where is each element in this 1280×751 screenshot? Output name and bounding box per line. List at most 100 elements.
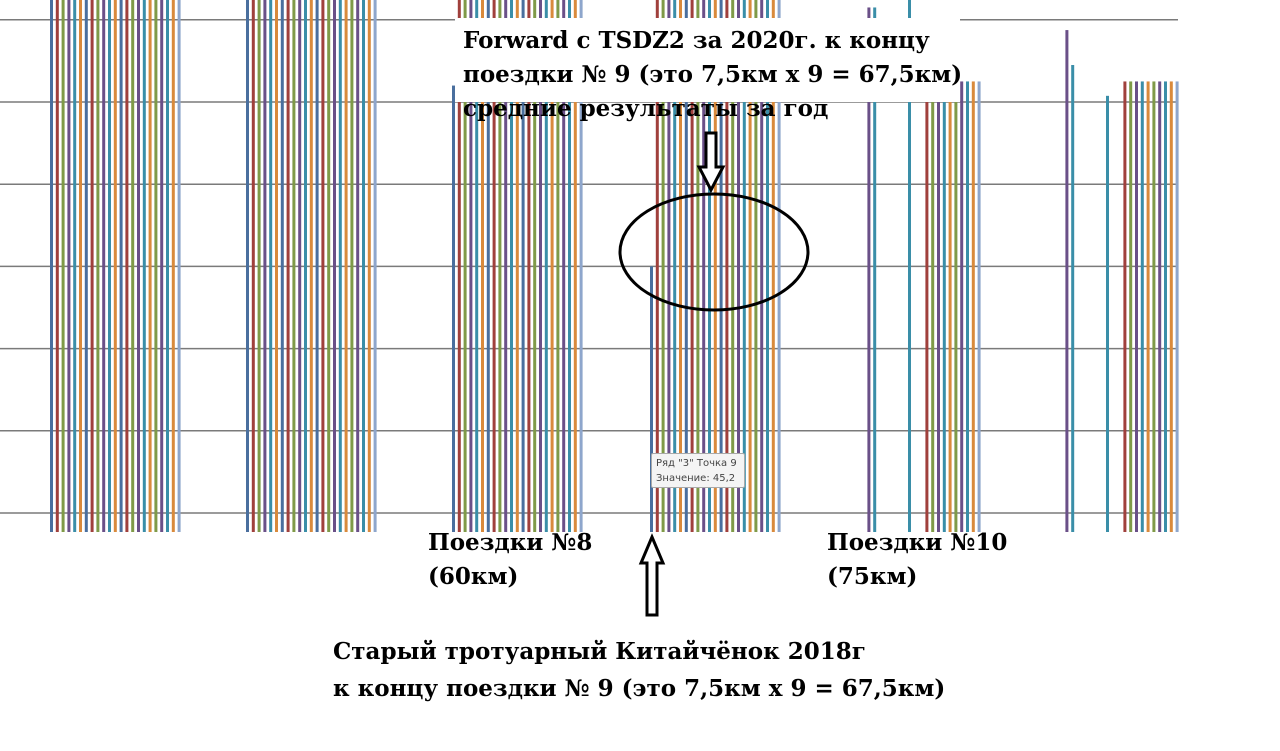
bar-group-9-series-5[interactable] [673,0,677,533]
bar-group-7-series-15[interactable] [327,0,331,532]
bar-group-11-series-20[interactable] [1158,81,1162,532]
bar-group-7-series-17[interactable] [338,0,342,533]
bar-group-11-series-4[interactable] [1065,30,1069,532]
bar-group-7-series-16[interactable] [333,0,336,533]
bar-group-9-series-13[interactable] [719,0,723,532]
bar-group-11-series-16[interactable] [1135,81,1138,532]
bar-group-6-series-13[interactable] [119,0,123,532]
bar-group-10-series-4[interactable] [867,7,871,533]
bar-group-6-series-11[interactable] [108,0,111,532]
bar-group-8-series-11[interactable] [510,0,513,533]
bar-group-9-series-9[interactable] [696,0,700,533]
bar-group-6-series-10[interactable] [102,0,106,532]
bar-group-7-series-19[interactable] [350,0,354,532]
bar-group-6-series-7[interactable] [84,0,88,532]
bar-group-7-series-14[interactable] [321,0,325,532]
bar-group-6-series-17[interactable] [142,0,146,532]
bar-group-8-series-2[interactable] [457,0,461,532]
bar-group-6-series-6[interactable] [79,0,82,532]
bar-group-6-series-18[interactable] [148,0,152,533]
bar-group-9-series-12[interactable] [713,0,717,532]
bar-group-6-series-3[interactable] [61,0,65,532]
bar-group-7-series-18[interactable] [344,0,348,532]
bar-group-9-series-1[interactable] [650,266,653,532]
bar-group-6-series-15[interactable] [131,0,135,532]
bar-group-7-series-20[interactable] [356,0,360,532]
bar-group-10-series-18[interactable] [948,81,952,532]
bar-group-7-series-4[interactable] [263,0,267,532]
bar-group-6-series-14[interactable] [125,0,129,532]
bar-group-7-series-8[interactable] [286,0,290,532]
bar-group-9-series-22[interactable] [771,0,775,532]
bar-group-11-series-23[interactable] [1175,81,1179,532]
bar-group-8-series-9[interactable] [498,0,502,532]
bar-group-9-series-15[interactable] [731,0,735,532]
bar-group-7-series-6[interactable] [275,0,278,532]
bar-group-11-series-14[interactable] [1123,81,1127,532]
bar-group-11-series-5[interactable] [1071,65,1075,532]
bar-group-6-series-16[interactable] [137,0,140,532]
bar-group-9-series-20[interactable] [760,0,764,533]
bar-group-9-series-17[interactable] [742,0,746,532]
bar-group-9-series-11[interactable] [708,0,711,532]
bar-group-11-series-18[interactable] [1146,81,1150,532]
bar-group-6-series-21[interactable] [166,0,169,532]
bar-group-8-series-18[interactable] [550,0,554,532]
bar-group-10-series-19[interactable] [954,81,958,532]
bar-group-6-series-23[interactable] [177,0,181,533]
bar-group-8-series-15[interactable] [533,0,537,532]
bar-group-8-series-8[interactable] [492,0,496,533]
bar-group-9-series-21[interactable] [766,0,769,533]
bar-group-6-series-1[interactable] [50,0,53,533]
bar-group-8-series-1[interactable] [452,85,455,532]
bar-group-9-series-16[interactable] [737,0,740,532]
bar-group-8-series-21[interactable] [568,0,571,533]
bar-group-7-series-12[interactable] [309,0,313,532]
bar-group-8-series-16[interactable] [539,0,542,532]
bar-group-8-series-13[interactable] [521,0,525,532]
bar-group-8-series-23[interactable] [579,0,583,533]
bar-group-6-series-19[interactable] [154,0,158,533]
bar-group-10-series-22[interactable] [971,81,975,532]
bar-group-9-series-7[interactable] [684,0,688,532]
bar-group-9-series-23[interactable] [777,0,781,533]
bar-group-6-series-9[interactable] [96,0,100,532]
bar-group-6-series-4[interactable] [67,0,71,532]
bar-group-7-series-10[interactable] [298,0,302,532]
bar-group-10-series-17[interactable] [942,81,946,532]
bar-group-8-series-22[interactable] [573,0,577,533]
bar-group-10-series-20[interactable] [960,81,964,532]
bar-group-7-series-1[interactable] [246,0,249,532]
bar-group-9-series-2[interactable] [655,0,659,532]
bar-group-7-series-23[interactable] [373,0,377,532]
bar-group-9-series-19[interactable] [754,0,758,532]
bar-group-6-series-8[interactable] [90,0,94,532]
bar-group-8-series-20[interactable] [562,0,566,533]
bar-group-11-series-15[interactable] [1129,81,1133,532]
bar-group-11-series-11[interactable] [1106,95,1109,533]
bar-group-11-series-17[interactable] [1140,81,1144,532]
bar-group-10-series-21[interactable] [966,81,969,532]
bar-group-6-series-2[interactable] [55,0,59,532]
bar-group-10-series-14[interactable] [925,81,929,532]
bar-group-10-series-11[interactable] [908,0,911,532]
bar-group-7-series-13[interactable] [315,0,319,533]
bar-group-8-series-3[interactable] [463,0,467,533]
bar-group-8-series-17[interactable] [544,0,548,532]
bar-group-10-series-23[interactable] [977,81,981,532]
bar-group-6-series-12[interactable] [113,0,117,532]
bar-group-8-series-7[interactable] [486,0,490,532]
bar-group-9-series-6[interactable] [679,0,682,532]
bar-group-9-series-18[interactable] [748,0,752,533]
bar-group-7-series-7[interactable] [280,0,284,532]
bar-group-9-series-8[interactable] [690,0,694,532]
bar-group-8-series-6[interactable] [481,0,484,532]
bar-group-9-series-10[interactable] [702,0,706,532]
bar-group-9-series-4[interactable] [667,0,671,532]
bar-group-7-series-21[interactable] [362,0,365,532]
bar-group-10-series-5[interactable] [873,7,877,533]
bar-group-6-series-22[interactable] [171,0,175,533]
bar-group-7-series-2[interactable] [251,0,255,532]
bar-group-8-series-4[interactable] [469,0,473,532]
bar-group-7-series-22[interactable] [367,0,371,533]
